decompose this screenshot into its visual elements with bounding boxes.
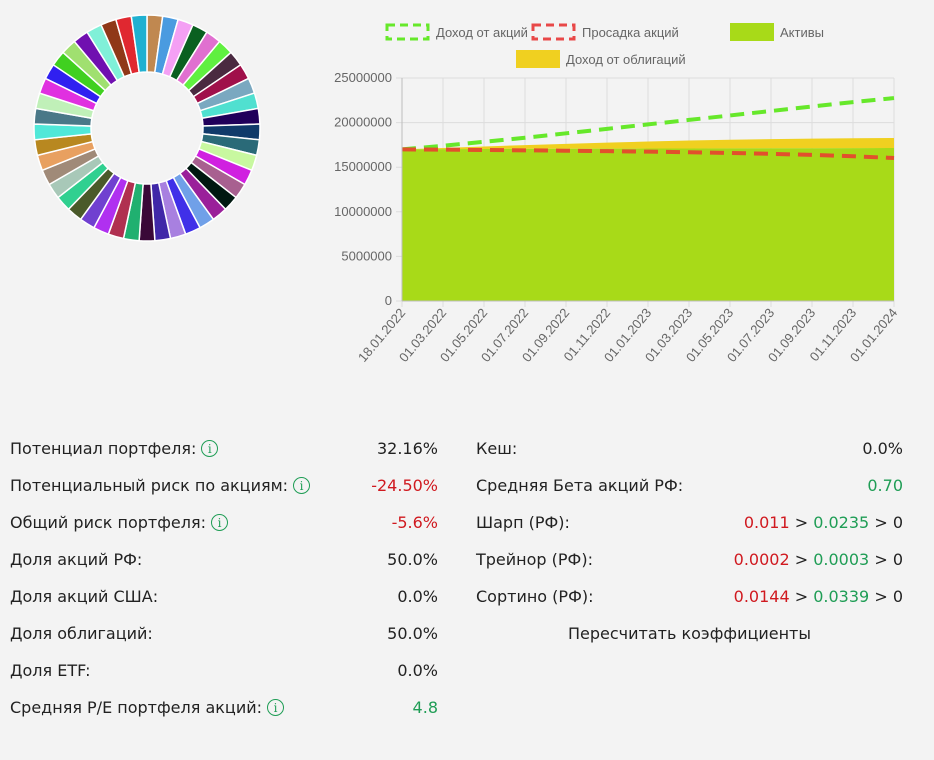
ratio-sep: >	[874, 587, 888, 606]
chart-areas	[402, 137, 894, 301]
stat-value: 50.0%	[387, 550, 438, 569]
area-bond-income	[402, 137, 894, 150]
y-tick-label: 20000000	[334, 115, 392, 130]
ratio-benchmark: 0.0003	[813, 550, 870, 569]
legend-item-stock-income[interactable]: Доход от акций	[385, 23, 528, 41]
stat-value: 0.0%	[397, 587, 438, 606]
stat-row-bond-share: Доля облигаций: 50.0%	[10, 615, 438, 652]
ratio-zero: 0	[892, 550, 903, 569]
ratio-values: 0.011 > 0.0235 > 0	[744, 513, 903, 532]
info-icon[interactable]: i	[267, 699, 284, 716]
stat-value: 32.16%	[376, 439, 438, 458]
stat-label: Трейнор (РФ):	[476, 550, 593, 569]
stat-row-beta: Средняя Бета акций РФ: 0.70	[476, 467, 903, 504]
y-tick-label: 25000000	[334, 70, 392, 85]
stat-row-pe: Средняя P/E портфеля акций: i 4.8	[10, 689, 438, 726]
stat-row-total-risk: Общий риск портфеля: i -5.6%	[10, 504, 438, 541]
info-icon[interactable]: i	[211, 514, 229, 531]
stat-row-equity-risk: Потенциальный риск по акциям: i -24.50%	[10, 467, 438, 504]
legend-swatch	[730, 23, 774, 41]
ratio-portfolio: 0.0002	[733, 550, 790, 569]
legend-item-stock-drawdown[interactable]: Просадка акций	[531, 23, 679, 41]
stat-value: 0.0%	[397, 661, 438, 680]
stat-value: -5.6%	[391, 513, 438, 532]
stat-value: 0.0%	[862, 439, 903, 458]
stat-label: Средняя P/E портфеля акций:	[10, 698, 262, 717]
stat-label: Кеш:	[476, 439, 518, 458]
stat-row-sharpe: Шарп (РФ): 0.011 > 0.0235 > 0	[476, 504, 903, 541]
chart-legend: Доход от акций Просадка акций Активы Доход …	[385, 23, 824, 68]
y-tick-label: 10000000	[334, 204, 392, 219]
portfolio-forecast-chart: Доход от акций Просадка акций Активы Доход …	[334, 23, 900, 365]
ratio-zero: 0	[892, 513, 903, 532]
stat-label: Доля акций РФ:	[10, 550, 143, 569]
legend-swatch	[516, 50, 560, 68]
stat-label: Общий риск портфеля:	[10, 513, 207, 532]
stat-value: 50.0%	[387, 624, 438, 643]
portfolio-stats-left: Потенциал портфеля: i 32.16% Потенциальны…	[10, 430, 438, 726]
chart-lines	[401, 96, 895, 161]
line-stock-drawdown	[401, 147, 895, 161]
stat-label: Потенциальный риск по акциям:	[10, 476, 289, 495]
area-assets	[402, 148, 894, 301]
stat-label: Сортино (РФ):	[476, 587, 594, 606]
line-stock-income	[401, 96, 895, 152]
stat-label: Доля акций США:	[10, 587, 159, 606]
y-tick-label: 5000000	[341, 248, 392, 263]
ratio-zero: 0	[892, 587, 903, 606]
info-icon[interactable]: i	[293, 477, 311, 494]
ratio-sep: >	[794, 513, 809, 532]
stat-row-potential: Потенциал портфеля: i 32.16%	[10, 430, 438, 467]
stat-row-ru-share: Доля акций РФ: 50.0%	[10, 541, 438, 578]
stat-row-us-share: Доля акций США: 0.0%	[10, 578, 438, 615]
y-tick-label: 15000000	[334, 159, 392, 174]
stat-value: 0.70	[867, 476, 903, 495]
legend-label: Доход от акций	[436, 25, 528, 40]
ratio-sep: >	[874, 513, 888, 532]
y-tick-label: 0	[385, 293, 392, 308]
portfolio-stats-right: Кеш: 0.0% Средняя Бета акций РФ: 0.70 Ша…	[476, 430, 903, 652]
portfolio-donut-chart	[33, 14, 261, 242]
stat-label: Шарп (РФ):	[476, 513, 570, 532]
stat-label: Средняя Бета акций РФ:	[476, 476, 684, 495]
stat-value: 4.8	[412, 698, 438, 717]
donut-segment[interactable]	[130, 14, 148, 74]
stat-label: Доля облигаций:	[10, 624, 153, 643]
info-icon[interactable]: i	[201, 440, 219, 457]
ratio-benchmark: 0.0235	[813, 513, 870, 532]
ratio-sep: >	[794, 550, 809, 569]
legend-label: Просадка акций	[582, 25, 679, 40]
legend-item-bond-income[interactable]: Доход от облигаций	[516, 50, 686, 68]
ratio-sep: >	[794, 587, 809, 606]
legend-swatch	[531, 23, 576, 41]
stat-value: -24.50%	[371, 476, 438, 495]
stat-label: Потенциал портфеля:	[10, 439, 197, 458]
ratio-benchmark: 0.0339	[813, 587, 870, 606]
stat-row-treynor: Трейнор (РФ): 0.0002 > 0.0003 > 0	[476, 541, 903, 578]
legend-label: Активы	[780, 25, 824, 40]
ratio-portfolio: 0.011	[743, 513, 790, 532]
legend-label: Доход от облигаций	[566, 52, 686, 67]
stat-row-sortino: Сортино (РФ): 0.0144 > 0.0339 > 0	[476, 578, 903, 615]
stat-label: Доля ETF:	[10, 661, 91, 680]
legend-item-assets[interactable]: Активы	[730, 23, 824, 41]
stat-row-cash: Кеш: 0.0%	[476, 430, 903, 467]
ratio-values: 0.0144 > 0.0339 > 0	[734, 587, 903, 606]
ratio-values: 0.0002 > 0.0003 > 0	[734, 550, 903, 569]
ratio-portfolio: 0.0144	[733, 587, 790, 606]
stat-row-etf-share: Доля ETF: 0.0%	[10, 652, 438, 689]
recalculate-ratios-button[interactable]: Пересчитать коэффициенты	[567, 624, 812, 643]
legend-swatch	[385, 23, 430, 41]
ratio-sep: >	[874, 550, 888, 569]
